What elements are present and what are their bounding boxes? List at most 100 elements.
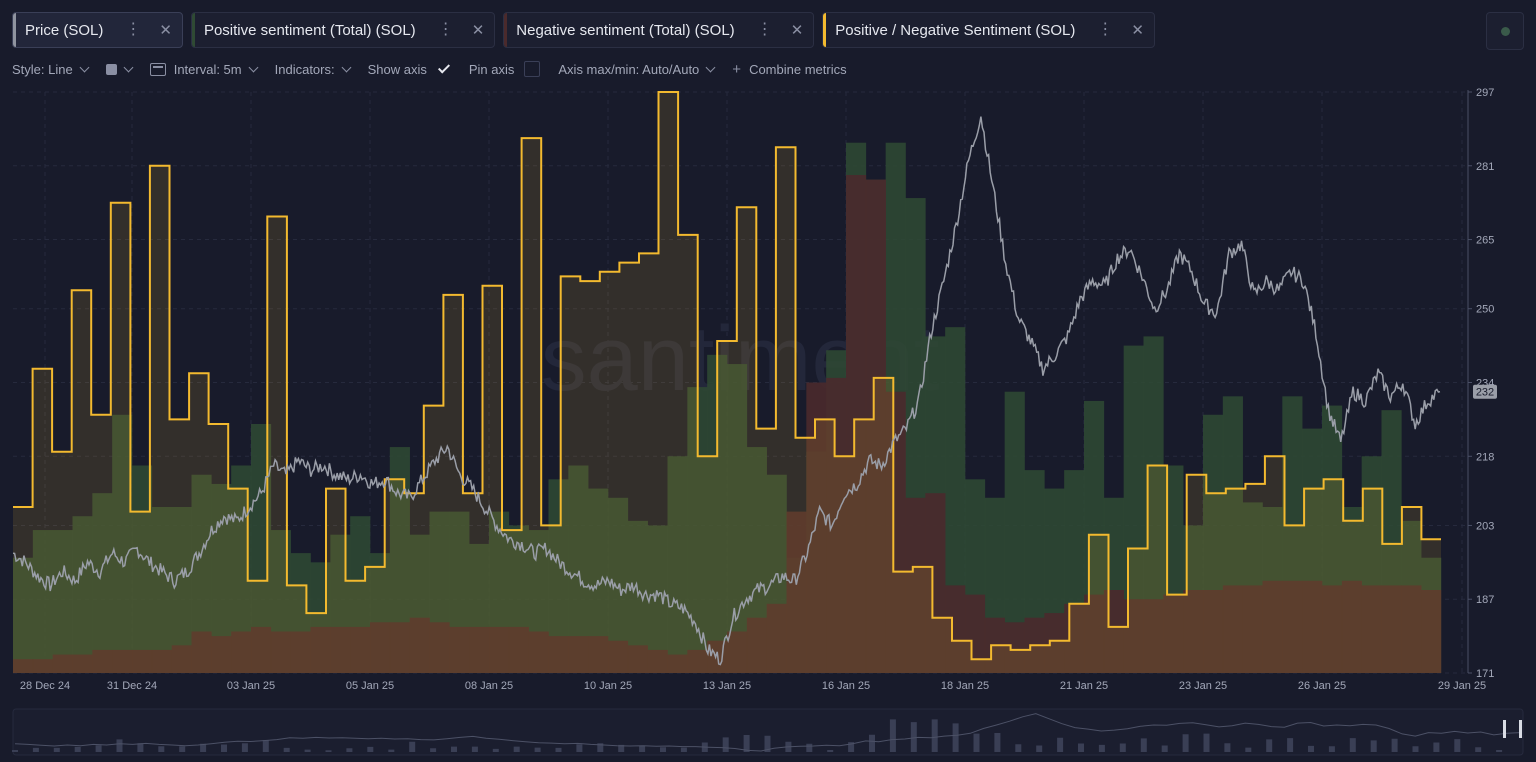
sentiment-bar [528, 631, 549, 673]
combine-label: Combine metrics [749, 61, 847, 77]
style-dropdown[interactable]: Style: Line [12, 62, 90, 77]
sentiment-bar [72, 516, 93, 673]
sentiment-bar [786, 511, 807, 673]
color-dropdown[interactable] [105, 62, 134, 75]
axis-maxmin-dropdown[interactable]: Axis max/min: Auto/Auto [558, 61, 716, 77]
sentiment-bar [449, 626, 470, 673]
y-tick-label: 171 [1476, 668, 1494, 680]
sentiment-bar [627, 645, 648, 673]
sentiment-bar [945, 585, 966, 673]
sentiment-bar [667, 654, 688, 673]
sentiment-bar [1421, 590, 1442, 673]
show-axis-toggle[interactable]: Show axis [368, 62, 451, 77]
x-tick-label: 21 Jan 25 [1060, 680, 1108, 692]
sentiment-bar [132, 649, 153, 673]
sentiment-bar [727, 364, 748, 673]
sentiment-bar [608, 640, 629, 673]
kebab-menu-icon[interactable]: ⋮ [125, 21, 142, 38]
tab-positive-color [191, 13, 195, 47]
sentiment-bar [1183, 590, 1204, 673]
tab-negative-sentiment[interactable]: Negative sentiment (Total) (SOL) ⋮ ✕ [503, 12, 815, 48]
sentiment-bar [92, 493, 113, 673]
sentiment-bar [588, 636, 609, 673]
metric-tabs: Price (SOL) ⋮ ✕ Positive sentiment (Tota… [12, 12, 1155, 48]
interval-dropdown[interactable]: Interval: 5m [149, 61, 259, 77]
sentiment-bar [1143, 336, 1164, 673]
sentiment-bar [13, 659, 34, 673]
sentiment-bar [746, 617, 767, 673]
navigator[interactable] [12, 708, 1524, 756]
last-price-badge: 232 [1473, 384, 1497, 399]
settings-button[interactable] [1486, 12, 1524, 50]
tab-price-label: Price (SOL) [25, 21, 104, 39]
sentiment-bar [746, 447, 767, 673]
sentiment-bar [1143, 599, 1164, 673]
sentiment-bar [409, 617, 430, 673]
pin-axis-toggle[interactable]: Pin axis [469, 61, 541, 77]
navigator-handle-right[interactable] [1519, 720, 1522, 738]
x-tick-label: 28 Dec 24 [20, 680, 70, 692]
sentiment-bar [548, 636, 569, 673]
sentiment-bar [1262, 580, 1283, 673]
close-icon[interactable]: ✕ [790, 21, 804, 39]
sentiment-bar [171, 507, 192, 673]
close-icon[interactable]: ✕ [471, 21, 485, 39]
sentiment-bar [132, 465, 153, 673]
sentiment-bar [32, 530, 53, 673]
sentiment-bar [568, 636, 589, 673]
navigator-line [14, 713, 1521, 752]
sentiment-bar [92, 649, 113, 673]
status-dot-icon [1500, 26, 1510, 36]
tab-positive-sentiment[interactable]: Positive sentiment (Total) (SOL) ⋮ ✕ [190, 12, 496, 48]
sentiment-bar [865, 179, 886, 674]
sentiment-bar [151, 649, 172, 673]
tab-price-color [13, 13, 16, 47]
kebab-menu-icon[interactable]: ⋮ [756, 21, 773, 38]
navigator-handle-left[interactable] [1503, 720, 1506, 738]
sentiment-bar [52, 654, 73, 673]
plus-icon: + [732, 60, 742, 78]
x-tick-label: 03 Jan 25 [227, 680, 275, 692]
x-axis-ticks: 28 Dec 24 31 Dec 24 03 Jan 25 05 Jan 25 08 J… [20, 680, 1486, 692]
sentiment-bar [568, 465, 589, 673]
sentiment-bar [846, 175, 867, 673]
sentiment-bar [370, 622, 391, 673]
sentiment-bar [647, 649, 668, 673]
sentiment-bar [727, 631, 748, 673]
x-tick-label: 08 Jan 25 [465, 680, 513, 692]
tab-positive-label: Positive sentiment (Total) (SOL) [203, 21, 416, 39]
navigator-bars [12, 719, 1503, 752]
sentiment-bar [1242, 585, 1263, 673]
sentiment-bar [1341, 580, 1362, 673]
sentiment-bar [1381, 585, 1402, 673]
y-tick-label: 250 [1476, 304, 1494, 316]
combine-metrics-button[interactable]: + Combine metrics [732, 61, 846, 78]
close-icon[interactable]: ✕ [1131, 21, 1144, 39]
sentiment-bar [231, 631, 252, 673]
sentiment-bar [52, 530, 73, 673]
close-icon[interactable]: ✕ [159, 21, 172, 39]
sentiment-bar [667, 456, 688, 673]
tab-price[interactable]: Price (SOL) ⋮ ✕ [12, 12, 183, 48]
checkbox-empty[interactable] [524, 61, 541, 77]
y-tick-label: 203 [1476, 520, 1494, 532]
color-square-icon [105, 63, 117, 75]
sentiment-bar [766, 603, 787, 673]
sentiment-bar [687, 649, 708, 673]
x-tick-label: 31 Dec 24 [107, 680, 157, 692]
sentiment-bar [350, 626, 371, 673]
kebab-menu-icon[interactable]: ⋮ [437, 21, 454, 38]
x-tick-label: 18 Jan 25 [941, 680, 989, 692]
indicators-dropdown[interactable]: Indicators: [275, 62, 352, 77]
chart-toolbar: Style: Line Interval: 5m Indicators: Sho… [12, 58, 865, 80]
price-line [12, 116, 1441, 666]
interval-label: Interval: 5m [173, 61, 242, 77]
tab-ratio-sentiment[interactable]: Positive / Negative Sentiment (SOL) ⋮ ✕ [822, 12, 1155, 48]
kebab-menu-icon[interactable]: ⋮ [1097, 21, 1114, 38]
axis-maxmin-label: Axis max/min: Auto/Auto [558, 61, 700, 77]
sentiment-bar [1361, 585, 1382, 673]
sentiment-bar [647, 525, 668, 673]
sentiment-bar [310, 626, 331, 673]
